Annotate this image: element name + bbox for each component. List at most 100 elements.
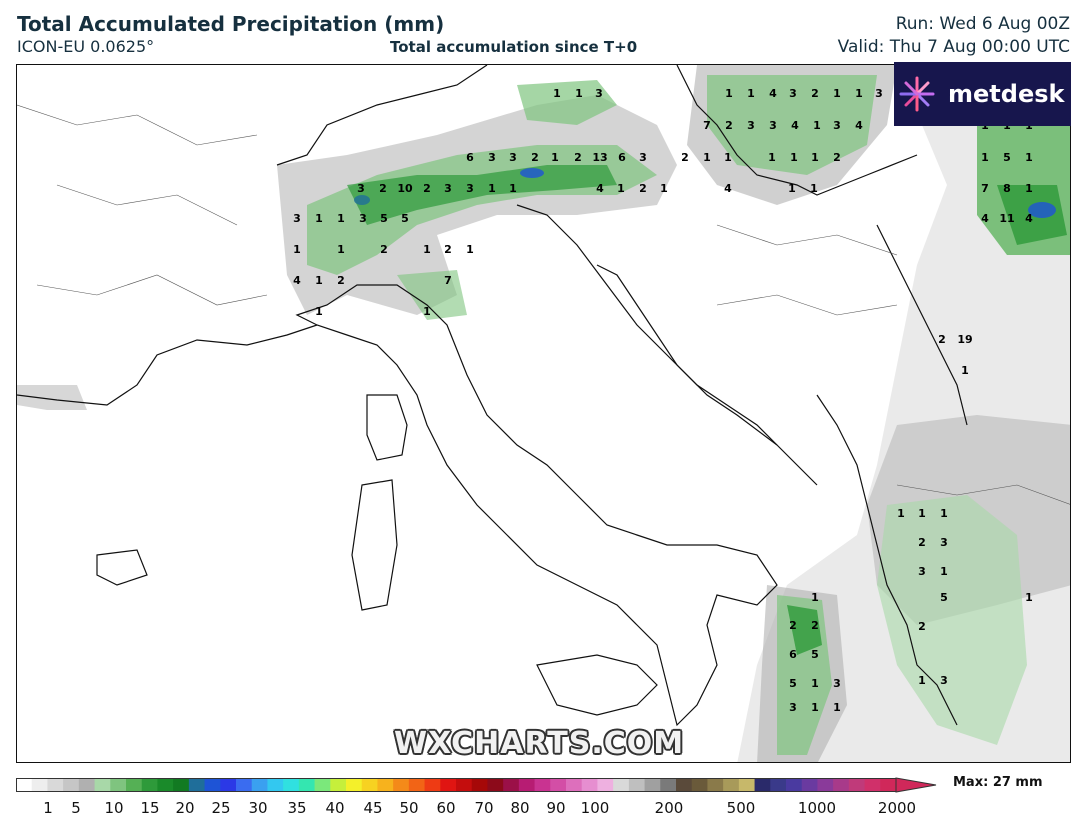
precip-value-label: 4	[293, 274, 301, 287]
scale-color-cell	[801, 778, 818, 792]
precip-value-label: 1	[509, 182, 517, 195]
scale-color-cell	[346, 778, 363, 792]
scale-color-cell	[220, 778, 237, 792]
precip-value-label: 1	[703, 151, 711, 164]
precip-value-label: 3	[466, 182, 474, 195]
precip-value-label: 1	[575, 87, 583, 100]
scale-color-cell	[597, 778, 614, 792]
precip-value-label: 1	[811, 701, 819, 714]
precip-value-label: 3	[639, 151, 647, 164]
scale-color-cell	[833, 778, 850, 792]
precip-value-label: 1	[811, 151, 819, 164]
precip-value-label: 2	[337, 274, 345, 287]
precip-value-label: 2	[639, 182, 647, 195]
precip-value-label: 4	[981, 212, 989, 225]
precip-value-label: 13	[592, 151, 607, 164]
precip-value-label: 2	[379, 182, 387, 195]
run-time: Run: Wed 6 Aug 00Z	[895, 14, 1070, 34]
precip-value-label: 1	[768, 151, 776, 164]
precip-value-label: 4	[791, 119, 799, 132]
wxcharts-watermark: WXCHARTS.COM	[394, 726, 685, 761]
scale-color-cell	[848, 778, 866, 792]
precip-value-label: 11	[999, 212, 1014, 225]
precip-value-label: 2	[444, 243, 452, 256]
scale-color-cell	[471, 778, 488, 792]
precip-value-label: 2	[423, 182, 431, 195]
scale-tick-label: 70	[474, 799, 494, 817]
scale-tick-label: 500	[726, 799, 756, 817]
precip-value-label: 1	[918, 674, 926, 687]
precip-value-label: 2	[380, 243, 388, 256]
scale-tick-label: 90	[546, 799, 566, 817]
precip-value-label: 1	[981, 151, 989, 164]
precip-value-label: 1	[1025, 182, 1033, 195]
precip-value-label: 3	[17, 65, 21, 68]
precip-value-label: 2	[918, 536, 926, 549]
precip-value-label: 1	[811, 677, 819, 690]
scale-color-cell	[63, 778, 80, 792]
precip-value-label: 1	[724, 151, 732, 164]
scale-color-cell	[377, 778, 394, 792]
scale-tick-label: 35	[287, 799, 307, 817]
chart-subtitle: Total accumulation since T+0	[390, 38, 638, 56]
scale-color-cell	[613, 778, 630, 792]
scale-tick-label: 40	[325, 799, 345, 817]
scale-color-cell	[330, 778, 347, 792]
scale-color-cell	[236, 778, 253, 792]
precip-value-label: 3	[918, 565, 926, 578]
precip-value-label: 3	[293, 212, 301, 225]
scale-color-cell	[754, 778, 771, 792]
scale-tick-label: 25	[211, 799, 231, 817]
scale-color-cell	[534, 778, 551, 792]
scale-tick-label: 50	[399, 799, 419, 817]
scale-color-cell	[487, 778, 504, 792]
scale-color-cell	[770, 778, 787, 792]
precip-value-label: 5	[940, 591, 948, 604]
precip-value-label: 10	[397, 182, 413, 195]
precip-value-label: 4	[724, 182, 732, 195]
scale-color-cell	[173, 778, 190, 792]
precip-value-label: 1	[790, 151, 798, 164]
max-value-label: Max: 27 mm	[953, 775, 1043, 790]
precip-value-label: 3	[833, 677, 841, 690]
precip-value-label: 1	[315, 305, 323, 318]
precip-value-label: 5	[380, 212, 388, 225]
precip-value-label: 2	[918, 620, 926, 633]
valid-time: Valid: Thu 7 Aug 00:00 UTC	[837, 37, 1070, 57]
scale-color-cell	[864, 778, 881, 792]
scale-tick-label: 30	[248, 799, 268, 817]
scale-color-cell	[503, 778, 520, 792]
scale-tick-label: 1	[43, 799, 53, 817]
scale-tick-label: 80	[510, 799, 530, 817]
scale-color-cell	[566, 778, 583, 792]
precip-value-label: 3	[488, 151, 496, 164]
precip-value-label: 1	[961, 364, 969, 377]
precip-value-label: 1	[833, 87, 841, 100]
precip-value-label: 1	[423, 305, 431, 318]
scale-color-cell	[676, 778, 693, 792]
scale-color-cell	[126, 778, 143, 792]
scale-tick-label: 1000	[797, 799, 837, 817]
precip-value-label: 3	[747, 119, 755, 132]
precip-value-label: 1	[1025, 151, 1033, 164]
precip-value-label: 1	[1025, 591, 1033, 604]
precip-value-label: 1	[315, 212, 323, 225]
precip-value-label: 3	[875, 87, 883, 100]
scale-color-cell	[157, 778, 174, 792]
precip-value-label: 2	[681, 151, 689, 164]
precip-value-label: 1	[337, 212, 345, 225]
scale-color-cell	[660, 778, 677, 792]
precip-value-label: 1	[918, 507, 926, 520]
scale-color-cell	[424, 778, 441, 792]
precip-value-label: 7	[444, 274, 452, 287]
precip-value-label: 2	[725, 119, 733, 132]
precip-value-label: 1	[855, 87, 863, 100]
precip-value-label: 6	[789, 648, 797, 661]
scale-tick-label: 100	[580, 799, 610, 817]
precip-value-label: 1	[897, 507, 905, 520]
scale-color-cell	[361, 778, 378, 792]
precip-value-label: 7	[703, 119, 711, 132]
scale-color-cell	[94, 778, 111, 792]
precip-value-label: 1	[811, 591, 819, 604]
scale-color-cell	[78, 778, 96, 792]
